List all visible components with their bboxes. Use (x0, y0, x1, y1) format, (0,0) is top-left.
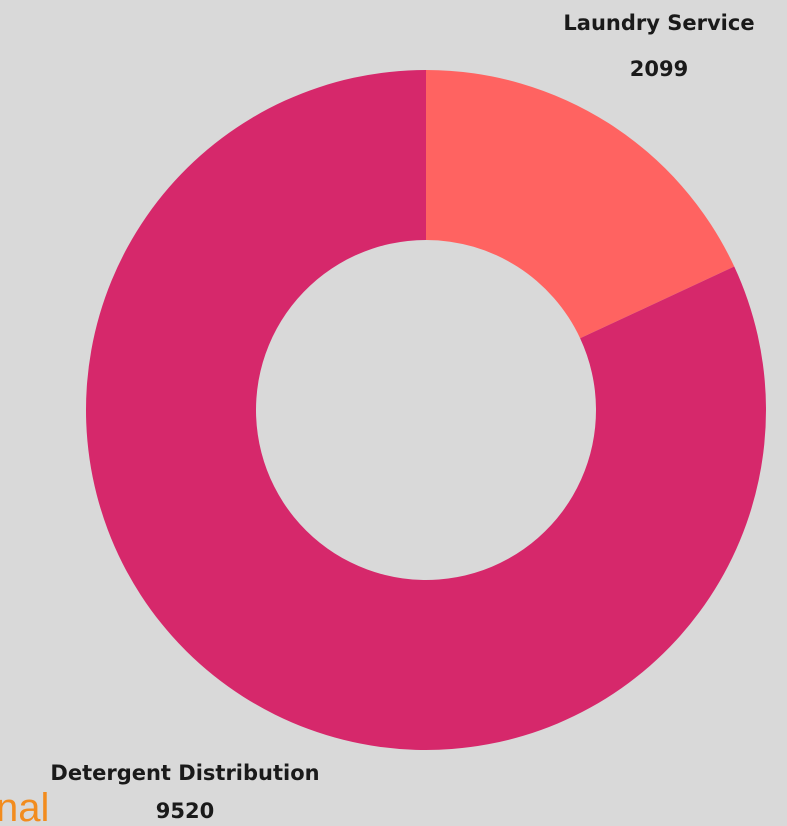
slice-value-laundry-service: 2099 (630, 57, 688, 81)
slice-labels: Laundry Service 2099 Detergent Distribut… (50, 11, 754, 823)
slice-detergent-distribution (85, 69, 766, 750)
slice-label-detergent-distribution: Detergent Distribution (50, 761, 319, 785)
slice-label-laundry-service: Laundry Service (563, 11, 754, 35)
watermark-text: nal (0, 786, 50, 826)
slice-laundry-service (426, 70, 735, 339)
slice-value-detergent-distribution: 9520 (156, 799, 214, 823)
donut-slices (85, 69, 766, 750)
